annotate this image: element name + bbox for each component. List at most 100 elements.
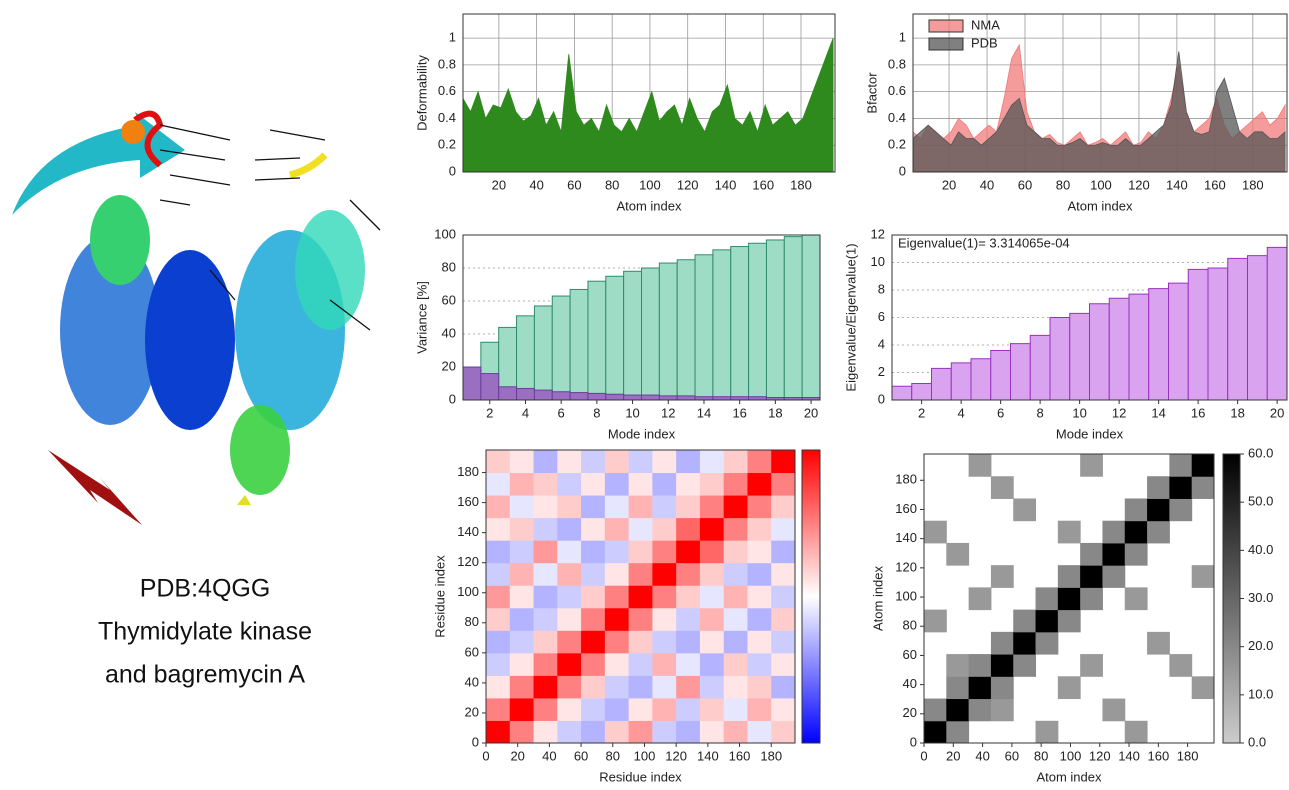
- heat-cell: [747, 517, 772, 541]
- y-tick-label: 40: [903, 676, 917, 691]
- y-tick-label: 0: [449, 163, 456, 178]
- heat-cell: [628, 697, 653, 721]
- heat-cell: [699, 450, 725, 474]
- x-tick-label: 12: [1112, 405, 1126, 420]
- y-tick-label: 100: [434, 226, 456, 241]
- heat-cell: [652, 675, 677, 699]
- x-tick-label: 180: [790, 177, 812, 192]
- heat-cell: [652, 720, 677, 744]
- y-tick-label: 0.8: [888, 56, 906, 71]
- heat-cell: [557, 720, 582, 744]
- heat-cell: [604, 495, 630, 519]
- x-tick-label: 18: [1230, 405, 1244, 420]
- y-tick-label: 120: [895, 559, 917, 574]
- heat-cell: [723, 607, 748, 631]
- y-tick-label: 80: [465, 614, 479, 629]
- heat-cell: [628, 630, 653, 654]
- x-tick-label: 80: [1056, 177, 1070, 192]
- plot-frame: [485, 449, 796, 744]
- x-axis-label: Atom index: [1036, 769, 1102, 784]
- heat-cell: [604, 585, 630, 609]
- bar: [1187, 268, 1209, 401]
- heat-cell: [581, 450, 606, 474]
- heat-cell: [771, 495, 796, 519]
- x-tick-label: 4: [522, 405, 529, 420]
- colorbar-label: 30.0: [1248, 590, 1273, 605]
- chart-panel: 0 20 40 60 80 100 120 140 160 180 0 20 40 60 80 100 120 1…: [432, 449, 821, 784]
- heat-cell: [557, 652, 582, 676]
- bar: [765, 239, 785, 401]
- bar: [676, 259, 696, 401]
- heat-cell: [628, 607, 653, 631]
- heat-cell: [486, 697, 511, 721]
- bar: [1266, 246, 1288, 401]
- x-tick-label: 100: [1060, 748, 1082, 763]
- heat-cell: [533, 585, 558, 609]
- heat-cell: [676, 630, 701, 654]
- heat-cell: [533, 675, 558, 699]
- bar: [516, 315, 535, 401]
- heat-cell: [533, 697, 558, 721]
- x-tick-label: 40: [529, 177, 543, 192]
- heat-cell: [1035, 631, 1059, 655]
- bar: [587, 280, 607, 401]
- heat-cell: [1080, 654, 1103, 677]
- x-tick-label: 60: [1005, 748, 1019, 763]
- bar: [801, 234, 821, 401]
- heat-cell: [747, 720, 772, 744]
- heat-cell: [676, 697, 701, 721]
- heat-cell: [747, 495, 772, 519]
- heat-cell: [557, 607, 582, 631]
- y-tick-label: 20: [465, 704, 479, 719]
- heat-cell: [676, 675, 701, 699]
- heat-cell: [628, 652, 653, 676]
- bar: [931, 367, 952, 401]
- heat-cell: [533, 540, 558, 564]
- heat-cell: [1057, 676, 1081, 700]
- y-axis-label: Deformability: [414, 55, 429, 131]
- y-tick-label: 40: [465, 674, 479, 689]
- x-tick-label: 160: [1147, 748, 1169, 763]
- heat-cell: [1102, 698, 1126, 722]
- heat-cell: [990, 476, 1014, 499]
- heat-cell: [557, 585, 582, 609]
- heat-cell: [723, 720, 748, 744]
- y-tick-label: 0: [878, 391, 885, 406]
- heat-cell: [628, 495, 653, 519]
- heat-cell: [628, 517, 653, 541]
- heat-cell: [486, 562, 511, 586]
- bar: [498, 386, 518, 401]
- heat-cell: [1169, 654, 1193, 677]
- heat-cell: [652, 495, 677, 519]
- heat-cell: [1147, 631, 1170, 655]
- heat-cell: [747, 675, 772, 699]
- x-tick-label: 16: [732, 405, 746, 420]
- heat-cell: [604, 562, 630, 586]
- heat-cell: [771, 472, 796, 496]
- heat-cell: [747, 652, 772, 676]
- bar: [623, 270, 643, 401]
- heat-cell: [533, 517, 558, 541]
- heat-cell: [771, 517, 796, 541]
- heat-cell: [1057, 565, 1081, 588]
- heat-cell: [924, 520, 947, 544]
- heat-cell: [652, 697, 677, 721]
- heat-cell: [723, 472, 748, 496]
- colorbar-label: 50.0: [1248, 494, 1273, 509]
- heat-cell: [1013, 609, 1037, 633]
- bar: [569, 392, 589, 401]
- x-tick-label: 180: [1242, 177, 1264, 192]
- heat-cell: [1124, 542, 1148, 566]
- x-tick-label: 120: [677, 177, 699, 192]
- x-axis-label: Atom index: [1067, 198, 1133, 213]
- bar: [748, 242, 767, 401]
- heat-cell: [699, 697, 725, 721]
- heat-cell: [581, 495, 606, 519]
- y-tick-label: 8: [878, 281, 885, 296]
- heat-cell: [652, 562, 677, 586]
- colorbar-label: 20.0: [1248, 638, 1273, 653]
- y-tick-label: 4: [878, 336, 885, 351]
